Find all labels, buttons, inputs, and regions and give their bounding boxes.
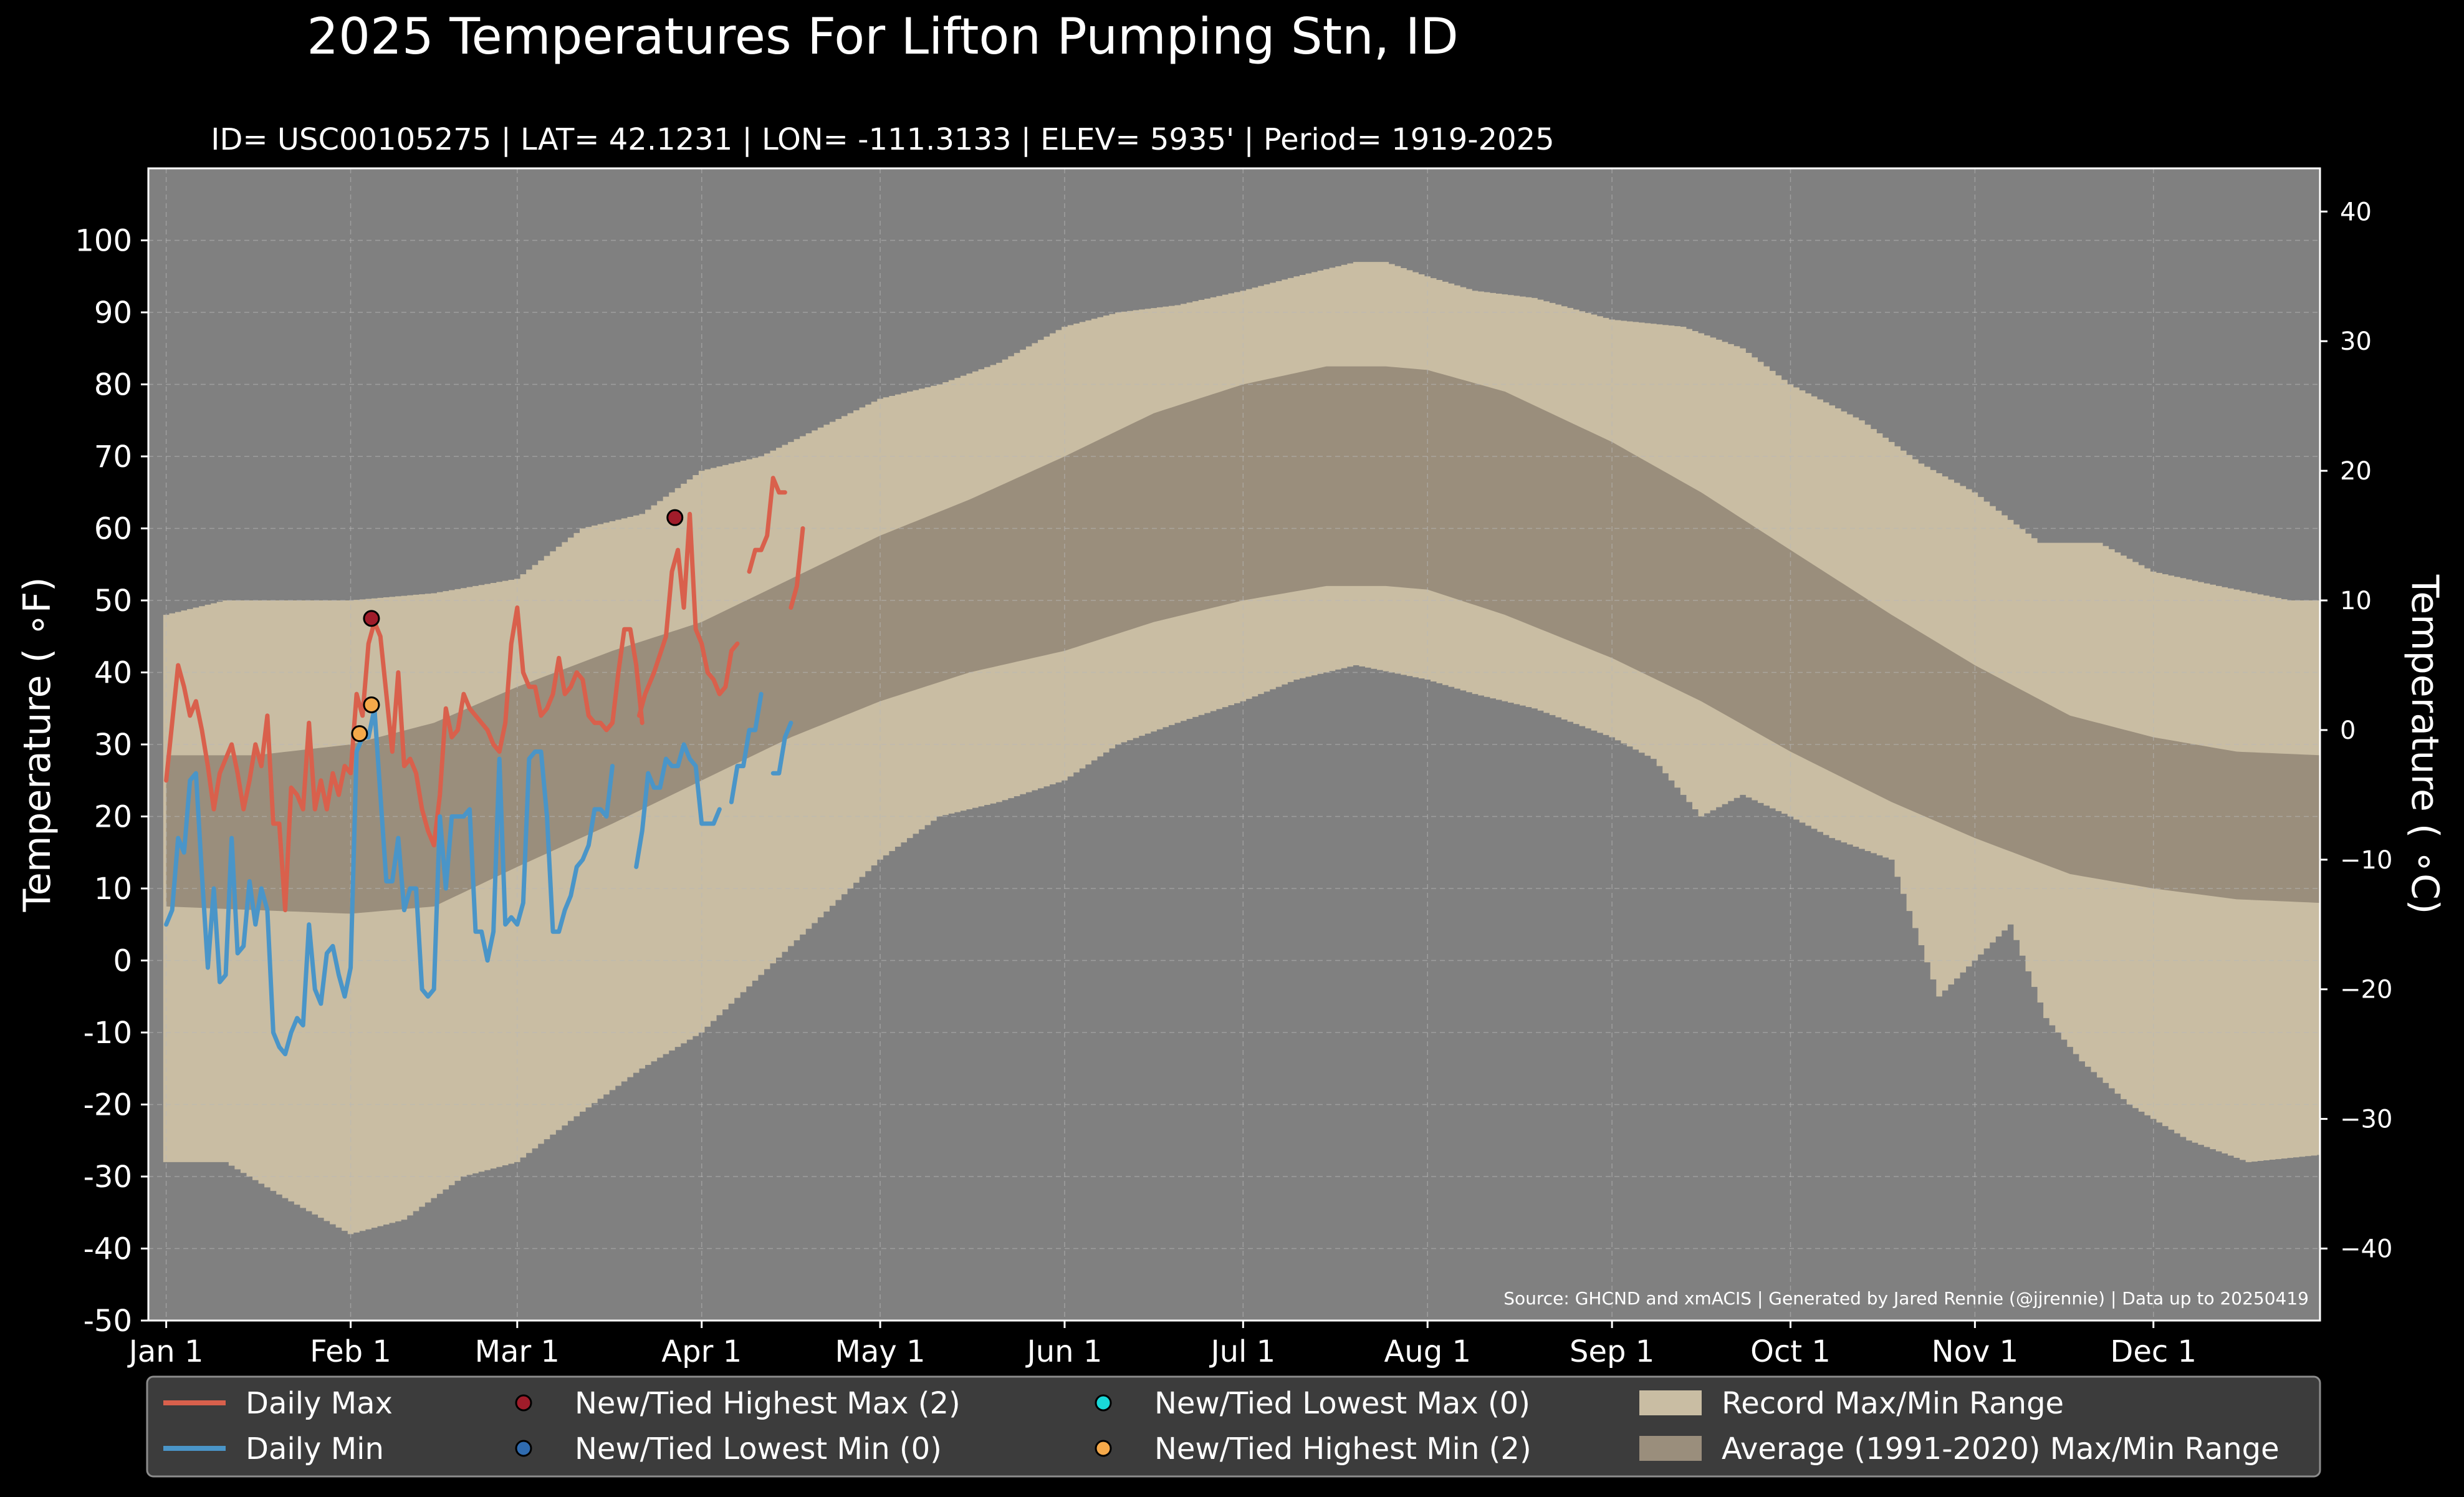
left-axis-tick-label: -40 <box>84 1232 132 1267</box>
y-axis-label-left: Temperature ( ∘F) <box>16 577 59 912</box>
legend-label: New/Tied Lowest Min (0) <box>575 1432 942 1466</box>
right-axis-tick-label: −30 <box>2340 1105 2392 1134</box>
right-axis-tick-label: 20 <box>2340 457 2372 486</box>
daily-min-line <box>770 720 793 776</box>
left-axis-tick-label: 70 <box>94 440 132 474</box>
y-axis-label-right: Temperature ( ∘C) <box>2403 574 2447 914</box>
legend-label: Daily Max <box>246 1386 393 1421</box>
legend-marker-swatch <box>1095 1394 1112 1412</box>
right-axis-tick-label: 40 <box>2340 198 2372 226</box>
right-axis-tick-label: 10 <box>2340 587 2372 615</box>
daily-min-line <box>634 742 722 869</box>
average-range-band <box>166 366 2320 914</box>
legend-label: New/Tied Lowest Max (0) <box>1154 1386 1530 1421</box>
record-marker-point <box>363 696 380 713</box>
legend-label: New/Tied Highest Min (2) <box>1154 1432 1532 1466</box>
record-marker-point <box>351 725 368 743</box>
right-axis-tick-label: −40 <box>2340 1235 2392 1264</box>
left-axis-tick-label: -50 <box>84 1304 132 1339</box>
legend: Daily Max Daily Min New/Tied Highest Max (… <box>146 1375 2321 1478</box>
legend-label: New/Tied Highest Max (2) <box>575 1386 961 1421</box>
legend-label: Average (1991-2020) Max/Min Range <box>1722 1432 2279 1466</box>
legend-marker-swatch <box>515 1394 532 1412</box>
left-axis-tick-label: -30 <box>84 1160 132 1195</box>
left-axis-tick-label: 50 <box>94 584 132 619</box>
left-axis-tick-label: -10 <box>84 1016 132 1051</box>
x-axis-tick-label: Jan 1 <box>127 1334 204 1369</box>
x-axis-tick-label: Jun 1 <box>1025 1334 1103 1369</box>
daily-max-line <box>789 526 805 610</box>
x-axis-tick-label: Aug 1 <box>1384 1334 1471 1369</box>
x-axis-tick-label: Oct 1 <box>1750 1334 1831 1369</box>
x-axis-tick-label: Jul 1 <box>1209 1334 1275 1369</box>
left-axis-tick-label: -20 <box>84 1088 132 1123</box>
x-axis-tick-label: Sep 1 <box>1570 1334 1654 1369</box>
legend-label: Daily Min <box>246 1432 384 1466</box>
daily-min-line <box>164 706 615 1057</box>
legend-marker-swatch <box>1095 1440 1112 1457</box>
record-marker-point <box>363 610 380 627</box>
legend-label: Record Max/Min Range <box>1722 1386 2064 1421</box>
x-axis-tick-label: Dec 1 <box>2110 1334 2197 1369</box>
left-axis-tick-label: 90 <box>94 296 132 330</box>
legend-box <box>146 1375 2321 1478</box>
left-axis-tick-label: 80 <box>94 368 132 403</box>
right-axis-tick-label: 0 <box>2340 716 2356 745</box>
legend-marker-swatch <box>515 1440 532 1457</box>
left-axis-tick-label: 20 <box>94 800 132 835</box>
left-axis-tick-label: 40 <box>94 656 132 691</box>
source-note: Source: GHCND and xmACIS | Generated by … <box>1503 1288 2309 1309</box>
left-axis-tick-label: 10 <box>94 872 132 907</box>
daily-max-line <box>164 605 645 913</box>
x-axis-tick-label: Mar 1 <box>475 1334 560 1369</box>
x-axis-tick-label: May 1 <box>835 1334 926 1369</box>
chart-title: 2025 Temperatures For Lifton Pumping Stn… <box>307 7 1459 65</box>
right-y-axis: −40 −30 −20 −10 0 10 20 30 40 <box>2320 198 2392 1264</box>
chart-subtitle: ID= USC00105275 | LAT= 42.1231 | LON= -1… <box>211 122 1554 157</box>
left-axis-tick-label: 100 <box>75 224 132 259</box>
x-axis: Jan 1 Feb 1 Mar 1 Apr 1 May 1 Jun 1 Jul 1 Aug 1… <box>127 1321 2197 1369</box>
left-axis-tick-label: 30 <box>94 728 132 763</box>
plot-area: Source: GHCND and xmACIS | Generated by … <box>147 167 2321 1322</box>
right-axis-tick-label: −10 <box>2340 846 2392 875</box>
daily-min-line <box>729 691 764 804</box>
legend-patch-swatch <box>1639 1436 1702 1461</box>
right-axis-tick-label: −20 <box>2340 976 2392 1004</box>
x-axis-tick-label: Apr 1 <box>661 1334 742 1369</box>
left-y-axis: -50 -40 -30 -20 -10 0 10 20 30 40 50 60 70 80 90 100 <box>75 224 148 1339</box>
record-range-band <box>163 262 2320 1235</box>
x-axis-tick-label: Nov 1 <box>1932 1334 2018 1369</box>
x-axis-tick-label: Feb 1 <box>310 1334 391 1369</box>
left-axis-tick-label: 0 <box>113 944 132 979</box>
daily-max-line <box>636 511 740 718</box>
legend-patch-swatch <box>1639 1390 1702 1415</box>
left-axis-tick-label: 60 <box>94 512 132 547</box>
right-axis-tick-label: 30 <box>2340 327 2372 356</box>
daily-max-line <box>747 476 787 574</box>
record-marker-point <box>666 509 684 526</box>
